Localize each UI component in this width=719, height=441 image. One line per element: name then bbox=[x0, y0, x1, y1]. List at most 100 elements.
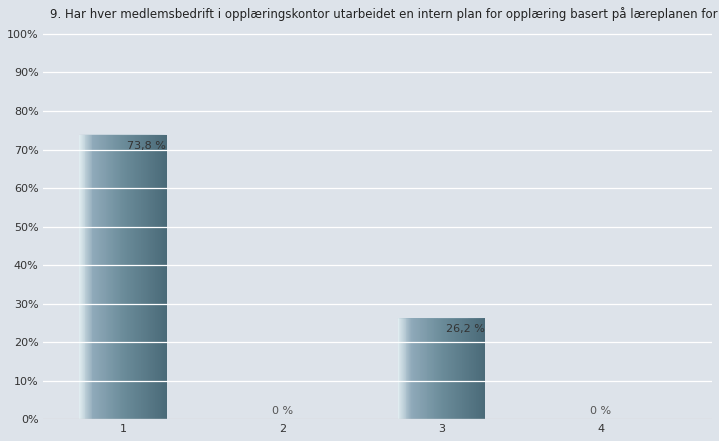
Bar bbox=[470, 318, 471, 419]
Text: 73,8 %: 73,8 % bbox=[127, 141, 166, 151]
Bar bbox=[159, 135, 160, 419]
Bar bbox=[151, 135, 152, 419]
Bar bbox=[162, 135, 163, 419]
Bar bbox=[480, 318, 481, 419]
Bar bbox=[93, 135, 94, 419]
Bar bbox=[472, 318, 473, 419]
Bar bbox=[120, 135, 122, 419]
Bar bbox=[112, 135, 114, 419]
Bar bbox=[125, 135, 126, 419]
Bar bbox=[409, 318, 410, 419]
Bar bbox=[164, 135, 165, 419]
Bar bbox=[482, 318, 483, 419]
Bar bbox=[455, 318, 457, 419]
Bar bbox=[98, 135, 99, 419]
Bar bbox=[443, 318, 444, 419]
Bar bbox=[481, 318, 482, 419]
Bar bbox=[410, 318, 411, 419]
Bar bbox=[117, 135, 118, 419]
Bar bbox=[139, 135, 140, 419]
Bar bbox=[127, 135, 128, 419]
Bar bbox=[439, 318, 440, 419]
Bar bbox=[430, 318, 431, 419]
Bar bbox=[436, 318, 437, 419]
Bar bbox=[412, 318, 413, 419]
Bar bbox=[408, 318, 409, 419]
Bar bbox=[404, 318, 405, 419]
Bar bbox=[147, 135, 148, 419]
Bar bbox=[87, 135, 88, 419]
Bar bbox=[123, 135, 124, 419]
Bar bbox=[82, 135, 83, 419]
Bar bbox=[466, 318, 467, 419]
Bar bbox=[153, 135, 154, 419]
Bar bbox=[440, 318, 441, 419]
Text: 0 %: 0 % bbox=[590, 406, 611, 416]
Bar bbox=[86, 135, 87, 419]
Bar bbox=[114, 135, 115, 419]
Bar bbox=[116, 135, 117, 419]
Bar bbox=[422, 318, 423, 419]
Bar bbox=[124, 135, 125, 419]
Bar bbox=[103, 135, 104, 419]
Bar bbox=[444, 318, 445, 419]
Bar bbox=[423, 318, 424, 419]
Bar bbox=[460, 318, 461, 419]
Bar bbox=[85, 135, 86, 419]
Bar bbox=[81, 135, 82, 419]
Bar bbox=[94, 135, 95, 419]
Bar bbox=[405, 318, 406, 419]
Bar bbox=[90, 135, 91, 419]
Bar bbox=[126, 135, 127, 419]
Bar bbox=[106, 135, 107, 419]
Bar bbox=[122, 135, 123, 419]
Bar bbox=[441, 318, 442, 419]
Bar bbox=[434, 318, 435, 419]
Bar bbox=[424, 318, 425, 419]
Bar bbox=[135, 135, 136, 419]
Bar bbox=[145, 135, 146, 419]
Bar bbox=[83, 135, 85, 419]
Bar bbox=[399, 318, 400, 419]
Bar bbox=[452, 318, 453, 419]
Bar bbox=[453, 318, 454, 419]
Bar bbox=[429, 318, 430, 419]
Bar bbox=[451, 318, 452, 419]
Bar bbox=[426, 318, 427, 419]
Bar bbox=[101, 135, 102, 419]
Bar bbox=[407, 318, 408, 419]
Bar bbox=[450, 318, 451, 419]
Bar bbox=[427, 318, 429, 419]
Bar bbox=[398, 318, 399, 419]
Bar bbox=[166, 135, 167, 419]
Bar bbox=[437, 318, 438, 419]
Bar bbox=[447, 318, 449, 419]
Bar bbox=[445, 318, 446, 419]
Bar bbox=[473, 318, 474, 419]
Bar bbox=[134, 135, 135, 419]
Bar bbox=[109, 135, 110, 419]
Bar bbox=[79, 135, 80, 419]
Bar bbox=[99, 135, 100, 419]
Bar bbox=[104, 135, 105, 419]
Bar bbox=[477, 318, 478, 419]
Bar bbox=[144, 135, 145, 419]
Bar bbox=[442, 318, 443, 419]
Bar bbox=[142, 135, 143, 419]
Bar bbox=[115, 135, 116, 419]
Bar bbox=[463, 318, 464, 419]
Bar bbox=[89, 135, 90, 419]
Bar bbox=[449, 318, 450, 419]
Bar bbox=[95, 135, 96, 419]
Bar bbox=[461, 318, 462, 419]
Bar bbox=[459, 318, 460, 419]
Bar bbox=[163, 135, 164, 419]
Bar bbox=[80, 135, 81, 419]
Bar bbox=[400, 318, 401, 419]
Bar bbox=[467, 318, 469, 419]
Bar bbox=[154, 135, 155, 419]
Bar bbox=[469, 318, 470, 419]
Bar bbox=[419, 318, 421, 419]
Bar bbox=[457, 318, 458, 419]
Bar bbox=[465, 318, 466, 419]
